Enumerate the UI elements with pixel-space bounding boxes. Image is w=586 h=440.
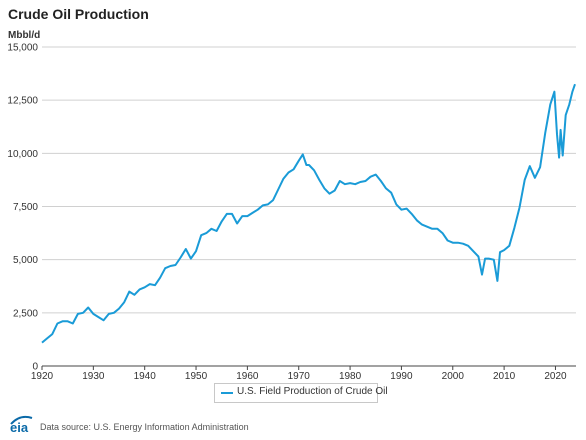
- x-tick-label: 2010: [493, 371, 516, 382]
- x-tick-label: 1960: [236, 371, 259, 382]
- x-tick-label: 1980: [339, 371, 362, 382]
- y-axis-unit-label: Mbbl/d: [8, 30, 41, 41]
- legend-label: U.S. Field Production of Crude Oil: [237, 386, 388, 397]
- y-tick-label: 15,000: [7, 43, 38, 54]
- y-tick-label: 5,000: [13, 255, 38, 266]
- eia-logo-text: eia: [10, 420, 29, 435]
- x-tick-label: 1970: [288, 371, 311, 382]
- data-source-note: Data source: U.S. Energy Information Adm…: [40, 422, 249, 432]
- x-tick-label: 1930: [82, 371, 105, 382]
- x-tick-label: 1920: [31, 371, 54, 382]
- eia-logo: eia: [8, 411, 38, 440]
- y-tick-label: 7,500: [13, 202, 38, 213]
- x-tick-label: 1940: [134, 371, 157, 382]
- y-tick-label: 0: [32, 362, 38, 373]
- series-line: [41, 83, 576, 344]
- y-tick-label: 10,000: [7, 149, 38, 160]
- legend-swatch: [221, 392, 233, 394]
- y-tick-label: 2,500: [13, 308, 38, 319]
- legend[interactable]: U.S. Field Production of Crude Oil: [214, 383, 388, 403]
- x-tick-label: 1990: [390, 371, 413, 382]
- x-tick-label: 1950: [185, 371, 208, 382]
- y-tick-label: 12,500: [7, 96, 38, 107]
- chart-title: Crude Oil Production: [8, 6, 149, 22]
- x-tick-label: 2020: [544, 371, 567, 382]
- x-tick-label: 2000: [442, 371, 465, 382]
